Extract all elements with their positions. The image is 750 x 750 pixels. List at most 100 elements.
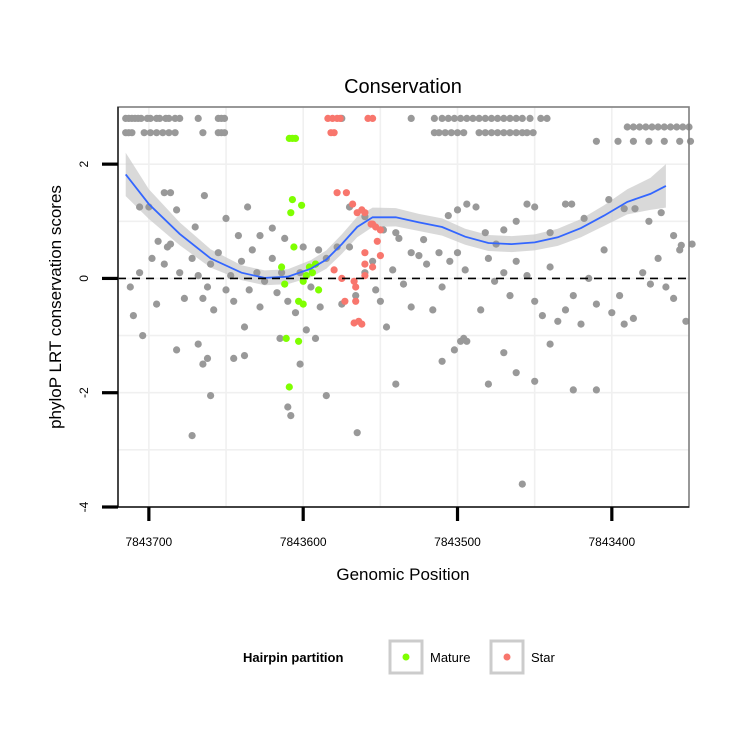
other-point [531,203,539,211]
star-point [369,114,377,122]
other-point [450,114,458,122]
other-point [230,354,238,362]
other-point [220,114,229,122]
other-point [173,206,181,214]
other-point [500,129,508,137]
other-point [580,214,588,222]
other-point [629,123,638,131]
mature-point [315,286,323,294]
other-point [176,269,184,277]
other-point [670,294,678,302]
mature-point [298,201,306,209]
other-point [199,360,207,368]
other-point [407,114,415,122]
star-point [352,297,360,305]
legend-dot-star [503,653,511,661]
other-point [494,114,502,122]
other-point [537,114,545,122]
y-tick-label: 2 [77,160,91,167]
other-point [614,137,622,145]
other-point [592,300,601,308]
star-point [369,263,377,271]
other-point [484,254,492,262]
other-point [146,114,154,122]
legend-label-star: Star [531,650,556,665]
other-point [307,283,315,291]
other-point [230,297,238,305]
y-axis-title: phyloP LRT conservation scores [46,185,65,429]
x-tick-label: 7843700 [126,535,173,549]
star-point [336,114,344,122]
other-point [146,129,154,137]
other-point [287,412,295,420]
other-point [463,114,471,122]
other-point [316,303,324,311]
other-point [139,332,147,340]
other-point [407,303,415,311]
other-point [523,272,531,280]
other-point [494,129,502,137]
other-point [657,209,665,217]
star-point [333,189,341,197]
smooth-line [124,173,667,279]
other-point [475,129,483,137]
other-point [538,312,547,320]
other-point [543,114,551,122]
other-point [592,386,601,394]
other-point [506,129,514,137]
legend-label-mature: Mature [430,650,470,665]
other-point [569,386,577,394]
other-point [392,229,400,237]
star-point [338,274,346,282]
other-point [353,429,361,437]
other-point [446,257,454,265]
x-tick-label: 7843600 [280,535,327,549]
other-point [129,312,137,320]
other-point [244,203,252,211]
other-point [444,114,452,122]
x-axis: 7843700 7843600 7843500 7843400 [118,506,689,549]
other-point [523,200,531,208]
other-point [268,224,276,232]
legend-dot-mature [402,653,410,661]
star-point [361,260,369,268]
other-point [278,269,286,277]
other-point [171,129,179,137]
other-point [592,137,601,145]
other-point [194,272,202,280]
other-point [463,200,471,208]
ribbon-band [125,152,666,286]
y-axis: 2 0 -2 -4 [77,107,119,512]
other-point [531,297,539,305]
other-point [642,123,650,131]
other-point [210,306,218,314]
other-point [203,354,212,362]
other-point [237,257,246,265]
other-point [666,123,675,131]
y-tick-label: -4 [77,501,91,512]
other-point [222,214,230,222]
other-point [512,369,520,377]
other-point [487,114,496,122]
other-point [156,114,164,122]
other-point [429,306,437,314]
other-point [670,232,678,240]
other-point [529,129,537,137]
other-point [166,240,175,248]
other-point [140,129,148,137]
mature-point [295,337,303,345]
other-point [481,114,489,122]
star-point [361,249,369,257]
other-point [191,223,199,231]
other-point [686,137,695,145]
other-point [176,114,184,122]
mature-point [290,243,298,251]
other-point [200,192,208,200]
star-point [361,209,369,217]
other-point [222,286,230,294]
other-point [600,246,608,254]
legend-item-mature: Mature [388,639,470,675]
other-point [460,129,468,137]
star-point [376,226,384,234]
